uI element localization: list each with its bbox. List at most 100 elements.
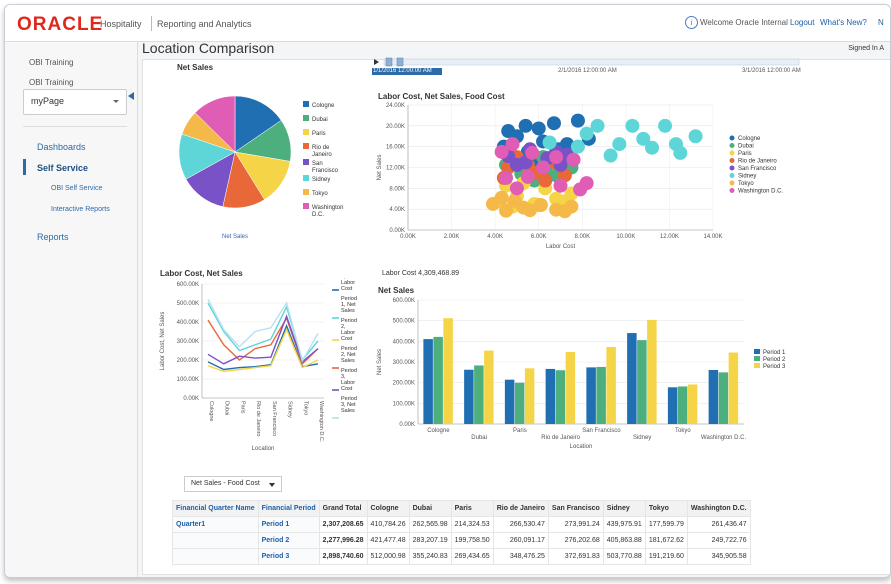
sidebar-item-obi-self-service[interactable]: OBI Self Service xyxy=(51,185,103,192)
header-link-truncated[interactable]: N xyxy=(878,18,884,27)
scatter-point xyxy=(509,181,524,196)
signed-in-text: Signed In A xyxy=(848,45,884,52)
info-icon[interactable]: i xyxy=(685,16,698,29)
table-cell: 2,898,740.60 xyxy=(318,548,368,565)
scatter-point xyxy=(612,137,627,152)
column-header[interactable]: Rio de Janeiro xyxy=(492,500,549,517)
scatter-point xyxy=(536,160,551,175)
scatter-point xyxy=(658,118,673,133)
legend-label: Labor xyxy=(341,280,355,286)
sidebar-org-label: OBI Training xyxy=(29,58,74,67)
legend-label: Rio de Janeiro xyxy=(738,159,777,165)
x-axis-label: Location xyxy=(570,444,593,450)
x-tick-label: Rio de Janeiro xyxy=(541,435,580,441)
series-line xyxy=(207,327,319,373)
x-tick-label: Paris xyxy=(513,428,527,434)
legend-marker xyxy=(729,173,735,178)
legend-swatch xyxy=(303,129,309,135)
pie-xlabel: Net Sales xyxy=(222,234,249,240)
x-tick-label: 6.00K xyxy=(531,234,547,240)
y-tick-label: 24.00K xyxy=(386,103,405,109)
scatter-point xyxy=(494,144,509,159)
column-header[interactable]: Sidney xyxy=(602,500,646,517)
legend-label: 3, xyxy=(341,374,346,380)
x-tick-label: Washington D.C. xyxy=(318,401,324,443)
legend-swatch xyxy=(303,189,309,195)
whats-new-link[interactable]: What's New? xyxy=(820,18,867,27)
legend-swatch xyxy=(303,143,309,149)
sidebar-item-interactive-reports[interactable]: Interactive Reports xyxy=(51,206,110,213)
slider-handle-left[interactable] xyxy=(385,57,393,67)
scatter-point xyxy=(557,204,572,219)
legend-label: Cologne xyxy=(312,103,335,109)
bar-title: Net Sales xyxy=(378,286,415,295)
scatter-point xyxy=(688,129,703,144)
scatter-point xyxy=(570,113,585,128)
scatter-point xyxy=(523,203,537,218)
legend-label: Period xyxy=(341,396,357,402)
row-header-quarter[interactable] xyxy=(172,548,259,565)
sidebar-item-self-service[interactable]: Self Service xyxy=(37,163,89,173)
bar xyxy=(514,382,525,424)
column-header[interactable]: Cologne xyxy=(366,500,410,517)
legend-label: Tokyo xyxy=(738,181,754,187)
slider-track[interactable] xyxy=(383,58,800,66)
module-name: Reporting and Analytics xyxy=(157,19,252,29)
bar xyxy=(504,379,515,424)
welcome-text: Welcome Oracle Internal xyxy=(700,18,788,27)
view-selector[interactable]: Net Sales - Food Cost xyxy=(184,476,282,492)
row-header-period[interactable]: Period 3 xyxy=(257,548,320,565)
column-header[interactable]: Tokyo xyxy=(644,500,688,517)
slider-handle-right[interactable] xyxy=(396,57,404,67)
bar xyxy=(606,346,616,424)
scatter-point xyxy=(590,118,605,133)
table-cell: 421,477.48 xyxy=(366,532,410,549)
table-body: Quarter1 Period 1 2,307,208.65 410,784.26 26… xyxy=(172,516,751,565)
slider-start-date: 1/1/2016 12:00:00 AM xyxy=(373,68,432,74)
x-tick-label: Washington D.C. xyxy=(701,435,746,441)
legend-label: Period xyxy=(341,296,357,302)
sidebar-item-dashboards[interactable]: Dashboards xyxy=(37,142,86,152)
sidebar-item-reports[interactable]: Reports xyxy=(37,232,69,242)
y-tick-label: 200.00K xyxy=(393,381,415,387)
play-icon[interactable] xyxy=(374,59,379,65)
x-tick-label: Cologne xyxy=(427,428,450,434)
page-select[interactable]: myPage xyxy=(23,89,127,115)
x-tick-label: 0.00K xyxy=(400,234,416,240)
table-row: Period 3 2,898,740.60 512,000.98 355,240.83… xyxy=(172,548,751,565)
column-header[interactable]: Financial Quarter Name xyxy=(172,500,259,517)
column-header[interactable]: Washington D.C. xyxy=(686,500,751,517)
legend-marker xyxy=(729,158,735,163)
table-cell: 276,202.68 xyxy=(547,532,604,549)
scatter-point xyxy=(499,170,514,185)
pivot-table: Financial Quarter Name Financial Period Gr… xyxy=(172,500,751,565)
row-header-quarter[interactable] xyxy=(172,532,259,549)
bar xyxy=(728,352,739,424)
row-header-period[interactable]: Period 2 xyxy=(257,532,320,549)
collapse-sidebar-icon[interactable] xyxy=(128,92,134,100)
x-tick-label: Rio de Janeiro xyxy=(255,401,261,436)
bar xyxy=(555,370,566,424)
x-tick-label: Paris xyxy=(239,401,245,414)
scatter-point xyxy=(625,118,640,133)
page-select-value: myPage xyxy=(31,96,65,106)
x-tick-label: 2.00K xyxy=(444,234,460,240)
legend-marker xyxy=(729,135,735,141)
logout-link[interactable]: Logout xyxy=(790,18,815,27)
row-header-period[interactable]: Period 1 xyxy=(257,516,320,533)
column-header[interactable]: Financial Period xyxy=(257,500,320,517)
row-header-quarter[interactable]: Quarter1 xyxy=(172,516,259,533)
scatter-point xyxy=(603,148,618,163)
slider-end-date: 3/1/2016 12:00:00 AM xyxy=(742,68,801,74)
scatter-point xyxy=(533,198,548,212)
column-header[interactable]: Grand Total xyxy=(318,500,368,517)
legend-label: Labor xyxy=(341,380,355,386)
time-slider[interactable] xyxy=(372,57,802,84)
column-header[interactable]: Paris xyxy=(450,500,494,517)
page-title: Location Comparison xyxy=(142,40,275,56)
legend-label: Washington xyxy=(312,205,343,211)
column-header[interactable]: San Francisco xyxy=(547,500,604,517)
column-header[interactable]: Dubai xyxy=(408,500,452,517)
table-cell: 177,599.79 xyxy=(644,516,688,533)
